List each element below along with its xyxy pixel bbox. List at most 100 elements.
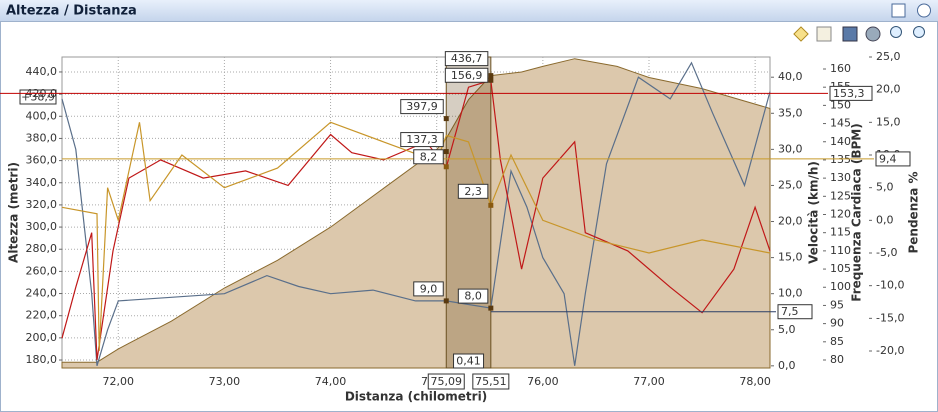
x-tick-label: 76,00 bbox=[527, 375, 559, 388]
annotation-box bbox=[457, 288, 489, 304]
y-tick-label: 160 bbox=[830, 62, 851, 75]
toolbar[interactable] bbox=[793, 26, 925, 42]
y-tick-label: 5,0 bbox=[876, 181, 894, 194]
selection-width-label: 0,41 bbox=[456, 355, 481, 368]
y-tick-label: 280,0 bbox=[26, 242, 58, 255]
annotation-box bbox=[413, 149, 444, 165]
annotation-point bbox=[443, 298, 449, 304]
annotation-point bbox=[488, 77, 494, 83]
y-axis-label: Altezza (metri) bbox=[7, 162, 21, 263]
y-tick-label: 145 bbox=[830, 117, 851, 130]
tool-marker[interactable] bbox=[793, 26, 809, 42]
y-tick-label: -5,0 bbox=[876, 246, 897, 259]
y-tick-label: 120 bbox=[830, 208, 851, 221]
y-tick-label: 110 bbox=[830, 244, 851, 257]
y-tick-label: -10,0 bbox=[876, 279, 904, 292]
y-tick-label: 360,0 bbox=[26, 154, 58, 167]
annotation-point bbox=[488, 202, 494, 208]
y-tick-label: 25,0 bbox=[876, 50, 901, 63]
y-tick-label: 380,0 bbox=[26, 131, 58, 144]
y-axis-label: Velocità (km/h) bbox=[807, 161, 821, 264]
y-tick-label: 300,0 bbox=[26, 220, 58, 233]
y-tick-label: 0,0 bbox=[876, 213, 894, 226]
y-tick-label: 220,0 bbox=[26, 309, 58, 322]
x-tick-label: 77,00 bbox=[633, 375, 665, 388]
y-tick-label: 35,0 bbox=[778, 106, 803, 119]
y-tick-label: 125 bbox=[830, 189, 851, 202]
line bbox=[61, 121, 771, 352]
selection-edge-label: 75,09 bbox=[431, 375, 463, 388]
y-tick-label: 15,0 bbox=[778, 251, 803, 264]
panel-title: Altezza / Distanza bbox=[6, 4, 137, 19]
annotation-box bbox=[413, 281, 444, 297]
y-tick-label: 115 bbox=[830, 226, 851, 239]
x-axis-label: Distanza (chilometri) bbox=[345, 390, 487, 404]
annotation-box bbox=[444, 67, 489, 83]
layout-button[interactable] bbox=[891, 3, 906, 18]
y-axis-label: Pendenza % bbox=[907, 171, 921, 253]
y-tick-label: 40,0 bbox=[778, 70, 803, 83]
y-tick-label: -20,0 bbox=[876, 344, 904, 357]
selection-edge-box bbox=[472, 373, 510, 390]
tool-chart[interactable] bbox=[816, 26, 832, 42]
line bbox=[61, 61, 771, 366]
y-tick-label: 135 bbox=[830, 153, 851, 166]
annotation-label: 397,9 bbox=[406, 100, 438, 113]
reference-label: 153,3 bbox=[833, 87, 865, 100]
selection-edge-label: 75,51 bbox=[475, 375, 507, 388]
y-tick-label: 0,0 bbox=[778, 359, 796, 372]
annotation-box bbox=[400, 99, 444, 115]
y-tick-label: 30,0 bbox=[778, 142, 803, 155]
y-tick-label: 85 bbox=[830, 335, 844, 348]
y-tick-label: 150 bbox=[830, 98, 851, 111]
y-tick-label: 200,0 bbox=[26, 331, 58, 344]
y-tick-label: 25,0 bbox=[778, 178, 803, 191]
annotation-point bbox=[443, 164, 449, 170]
collapse-button[interactable] bbox=[917, 3, 931, 18]
tool-save[interactable] bbox=[842, 26, 858, 42]
tool-zoom-out[interactable] bbox=[890, 26, 902, 38]
y-tick-label: 400,0 bbox=[26, 109, 58, 122]
area bbox=[61, 58, 771, 369]
annotation-label: 436,7 bbox=[451, 52, 483, 65]
selection-edge-box bbox=[427, 373, 465, 390]
reference-box bbox=[875, 151, 911, 167]
y-tick-label: 10,0 bbox=[778, 287, 803, 300]
title-bar bbox=[0, 0, 938, 21]
y-tick-label: 5,0 bbox=[778, 323, 796, 336]
annotation-label: 8,0 bbox=[464, 290, 482, 303]
reference-box bbox=[829, 85, 873, 101]
annotation-point bbox=[443, 149, 449, 155]
annotation-point bbox=[488, 305, 494, 311]
annotation-label: 9,0 bbox=[420, 282, 438, 295]
y-tick-label: 90 bbox=[830, 317, 844, 330]
y-tick-label: 320,0 bbox=[26, 198, 58, 211]
x-tick-label: 73,00 bbox=[209, 375, 241, 388]
y-tick-label: 180,0 bbox=[26, 353, 58, 366]
tool-settings[interactable] bbox=[865, 26, 881, 42]
y-tick-label: 95 bbox=[830, 298, 844, 311]
y-tick-label: 440,0 bbox=[26, 65, 58, 78]
y-tick-label: -15,0 bbox=[876, 311, 904, 324]
y-tick-label: 20,0 bbox=[778, 215, 803, 228]
x-tick-label: 78,00 bbox=[739, 375, 771, 388]
y-tick-label: 340,0 bbox=[26, 176, 58, 189]
window-buttons[interactable] bbox=[891, 3, 931, 18]
y-tick-label: 100 bbox=[830, 280, 851, 293]
annotation-point bbox=[443, 116, 449, 122]
annotation-label: 2,3 bbox=[464, 185, 482, 198]
annotation-point bbox=[488, 73, 494, 79]
y-tick-label: 105 bbox=[830, 262, 851, 275]
annotation-box bbox=[457, 183, 489, 199]
x-tick-label: 72,00 bbox=[103, 375, 135, 388]
reference-label: 7,5 bbox=[781, 305, 799, 318]
selection bbox=[445, 56, 492, 369]
x-tick-label: 74,00 bbox=[315, 375, 347, 388]
tool-zoom-in[interactable] bbox=[913, 26, 925, 38]
annotation-label: 137,3 bbox=[406, 133, 438, 146]
reference-box bbox=[777, 304, 813, 320]
y-tick-label: 20,0 bbox=[876, 83, 901, 96]
y-tick-label: 240,0 bbox=[26, 287, 58, 300]
y-tick-label: 260,0 bbox=[26, 264, 58, 277]
